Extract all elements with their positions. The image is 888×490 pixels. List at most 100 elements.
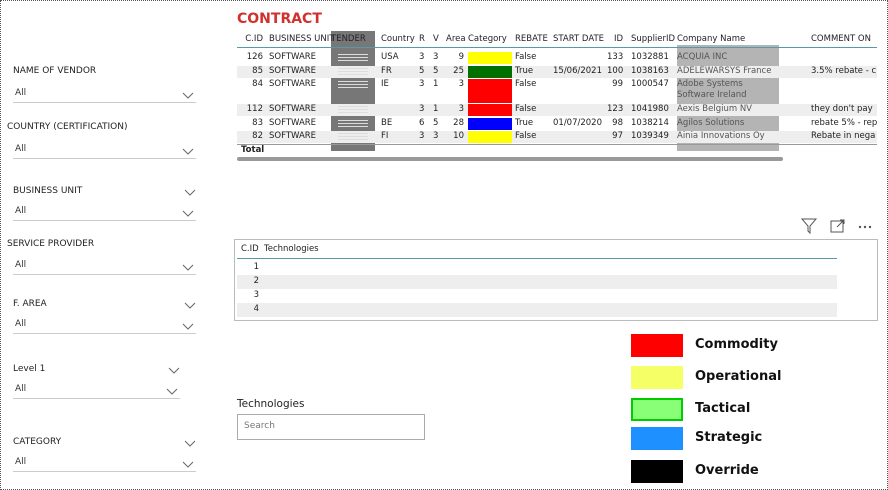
column-header[interactable]: C.ID [245, 34, 263, 44]
column-header[interactable]: Country [381, 34, 415, 44]
tender-blur [338, 109, 368, 110]
slicer-dropdown[interactable]: All [13, 206, 196, 221]
table-cell: 3 [419, 79, 425, 89]
table-cell: 1041980 [631, 104, 669, 114]
table-cell: 3 [458, 104, 464, 114]
table-cell: 3 [433, 131, 439, 141]
chevron[interactable] [182, 323, 194, 331]
table-cell: 3 [458, 79, 464, 89]
column-header[interactable]: REBATE [515, 34, 548, 44]
search-box [237, 414, 425, 440]
table-cell: 25 [453, 66, 464, 76]
slicer-dropdown[interactable]: All [13, 144, 196, 159]
category-cell [468, 52, 512, 64]
column-header[interactable]: C.ID [241, 244, 259, 254]
column-header[interactable]: ID [613, 34, 623, 44]
table-cell: 2 [253, 276, 259, 286]
table-cell: 1 [253, 262, 259, 272]
table-cell: SOFTWARE [269, 52, 317, 62]
chevron[interactable] [182, 210, 194, 218]
table-cell: 3.5% rebate - c [811, 66, 877, 76]
slicer-title: F. AREA [13, 299, 47, 309]
table-cell: 1032881 [631, 52, 669, 62]
table-cell: 85 [252, 66, 263, 76]
chevron[interactable] [184, 189, 196, 197]
tender-blur [338, 87, 368, 88]
table-cell: 3 [433, 52, 439, 62]
tender-blur [338, 106, 368, 107]
table-cell: SOFTWARE [269, 104, 317, 114]
table-cell: ADELEWARSYS France [677, 66, 772, 76]
chevron[interactable] [182, 264, 194, 272]
slicer-dropdown[interactable]: All [13, 88, 196, 103]
table-title: CONTRACT [237, 11, 322, 27]
scrollbar [237, 157, 783, 161]
table-cell: 123 [607, 104, 624, 114]
table-cell: 1039349 [631, 131, 669, 141]
table-cell: False [515, 52, 537, 62]
table-cell: 98 [612, 118, 623, 128]
legend-swatch [631, 398, 683, 421]
tender-blur [338, 81, 368, 82]
legend-label: Tactical [695, 401, 751, 416]
tender-blur [338, 136, 368, 137]
chevron[interactable] [168, 367, 180, 375]
chevron[interactable] [182, 461, 194, 469]
table-cell: BE [381, 118, 393, 128]
slicer-title: SERVICE PROVIDER [7, 239, 95, 249]
search-title: Technologies [237, 398, 305, 410]
slicer-dropdown[interactable]: All [13, 384, 180, 399]
table-cell: False [515, 79, 537, 89]
slicer-dropdown[interactable]: All [13, 319, 196, 334]
table-cell: IE [381, 79, 389, 89]
slicer-dropdown[interactable]: All [13, 457, 196, 472]
table-cell: rebate 5% - rep [811, 118, 877, 128]
column-header[interactable]: COMMENT ON [811, 34, 871, 44]
table-cell: 5 [433, 66, 439, 76]
table-cell: 10 [453, 131, 464, 141]
slicer-dropdown[interactable]: All [13, 260, 196, 275]
table-cell: SOFTWARE [269, 131, 317, 141]
legend-label: Strategic [695, 430, 763, 445]
tender-blur [338, 74, 368, 75]
chevron[interactable] [182, 148, 194, 156]
table-cell: 6 [419, 118, 425, 128]
column-header[interactable]: Company Name [677, 34, 746, 44]
table-cell: 82 [252, 131, 263, 141]
row-band [237, 66, 877, 78]
technologies-visual-frame [234, 239, 878, 321]
table-cell: ACQUIA INC [677, 52, 728, 62]
tender-blur [338, 84, 368, 85]
column-header[interactable]: Area [446, 34, 466, 44]
chevron[interactable] [184, 302, 196, 310]
tender-blur [338, 54, 368, 55]
column-header[interactable]: Technologies [264, 244, 319, 254]
legend-label: Override [695, 463, 759, 478]
tender-blur [338, 133, 368, 134]
chevron[interactable] [184, 440, 196, 448]
table-cell: 112 [246, 104, 263, 114]
column-header[interactable]: Category [468, 34, 507, 44]
column-header[interactable]: START DATE [553, 34, 605, 44]
table-cell: 5 [433, 118, 439, 128]
header-rule [237, 258, 837, 259]
table-cell: 133 [607, 52, 624, 62]
column-header[interactable]: TENDER [331, 34, 366, 44]
row-band [237, 131, 877, 143]
column-header[interactable]: BUSINESS UNIT [269, 34, 335, 44]
table-cell: 1 [433, 79, 439, 89]
header-rule [237, 47, 877, 48]
chevron[interactable] [182, 92, 194, 100]
row-band [237, 303, 837, 317]
tender-blur [338, 123, 368, 124]
column-header[interactable]: V [433, 34, 439, 44]
table-cell: 28 [453, 118, 464, 128]
visual-header-icons[interactable] [799, 217, 875, 237]
column-header[interactable]: R [419, 34, 425, 44]
slicer-title: BUSINESS UNIT [13, 186, 83, 196]
column-header[interactable]: SupplierID [631, 34, 676, 44]
row-band [237, 104, 877, 116]
chevron[interactable] [166, 388, 178, 396]
search-placeholder[interactable]: Search [244, 421, 275, 431]
table-cell: Rebate in nega [811, 131, 876, 141]
